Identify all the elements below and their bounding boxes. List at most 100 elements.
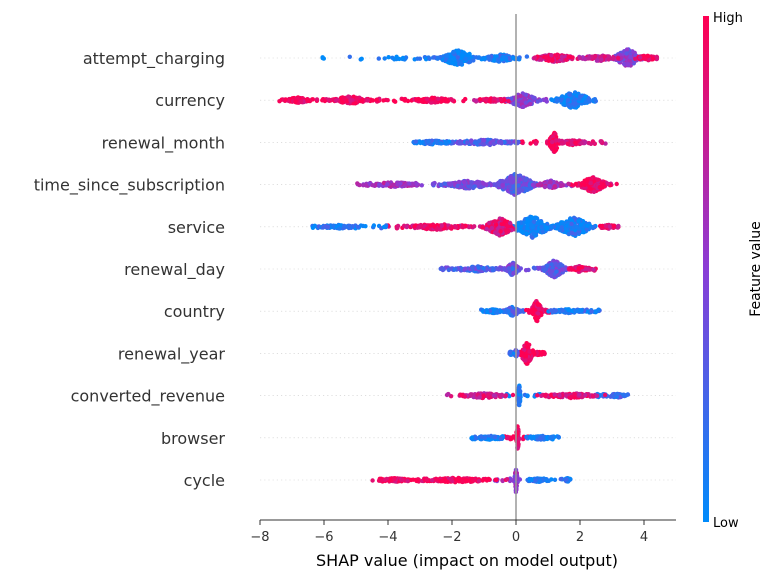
shap-point: [565, 97, 571, 103]
shap-point: [412, 224, 417, 229]
shap-point: [535, 220, 540, 226]
shap-point: [440, 98, 446, 103]
shap-point: [469, 180, 474, 185]
shap-point: [516, 402, 521, 407]
shap-point: [386, 55, 391, 60]
shap-point: [525, 344, 530, 350]
shap-point: [643, 56, 648, 62]
shap-point: [596, 307, 601, 312]
shap-point: [560, 94, 565, 99]
shap-point: [365, 98, 370, 103]
feature-label: currency: [155, 91, 225, 110]
shap-point: [460, 53, 465, 58]
shap-point: [582, 182, 587, 187]
shap-point: [381, 180, 387, 186]
shap-point: [501, 54, 506, 60]
feature-row: browser: [161, 429, 676, 448]
shap-point: [611, 394, 616, 399]
shap-point: [498, 97, 504, 102]
feature-row: cycle: [184, 471, 676, 490]
shap-point: [485, 137, 491, 142]
shap-point: [591, 225, 596, 230]
shap-point: [283, 97, 288, 102]
shap-point: [574, 224, 579, 229]
shap-point: [534, 215, 539, 221]
feature-label: attempt_charging: [83, 49, 225, 69]
feature-row: country: [164, 302, 676, 321]
shap-point: [499, 140, 504, 145]
shap-point: [545, 263, 550, 268]
feature-row: converted_revenue: [71, 387, 676, 407]
shap-point: [553, 138, 559, 143]
shap-point: [320, 55, 325, 61]
shap-point: [500, 183, 505, 188]
shap-point: [578, 222, 583, 227]
shap-point: [611, 223, 617, 228]
shap-point: [590, 393, 596, 399]
shap-point: [364, 183, 369, 188]
shap-point: [584, 178, 589, 183]
feature-points: [320, 47, 659, 68]
feature-points: [444, 383, 631, 408]
shap-point: [507, 394, 512, 399]
feature-points: [355, 172, 619, 197]
shap-point: [341, 223, 347, 229]
shap-point: [477, 395, 482, 400]
shap-point: [601, 183, 606, 188]
feature-label: country: [164, 302, 225, 321]
shap-point: [434, 140, 440, 145]
shap-point: [493, 230, 498, 235]
shap-point: [579, 308, 584, 313]
shap-point: [624, 47, 630, 52]
shap-point: [589, 309, 594, 314]
shap-point: [654, 54, 659, 60]
shap-point: [638, 55, 643, 60]
shap-point: [598, 139, 603, 144]
shap-point: [524, 187, 530, 192]
shap-point: [538, 181, 543, 186]
shap-point: [385, 98, 390, 103]
shap-point: [574, 308, 579, 314]
shap-point: [462, 394, 468, 399]
shap-point: [504, 228, 509, 233]
shap-point: [485, 392, 491, 397]
shap-point: [530, 95, 536, 100]
shap-point: [593, 310, 598, 315]
shap-point: [510, 392, 516, 398]
shap-point: [626, 62, 631, 67]
shap-point: [376, 56, 381, 61]
shap-point: [477, 138, 482, 143]
shap-point: [445, 392, 451, 397]
shap-point: [633, 56, 638, 62]
shap-point: [554, 269, 559, 274]
shap-point: [394, 54, 399, 59]
shap-point: [419, 183, 424, 188]
shap-point: [602, 54, 607, 59]
feature-points: [469, 424, 561, 451]
shap-point: [528, 357, 533, 363]
shap-point: [583, 100, 588, 105]
shap-point: [277, 99, 282, 104]
shap-point: [504, 179, 510, 184]
shap-point: [600, 223, 605, 229]
shap-point: [550, 97, 555, 103]
shap-point: [481, 393, 487, 398]
shap-point: [487, 99, 492, 104]
shap-point: [573, 140, 578, 146]
shap-point: [415, 56, 420, 61]
shap-point: [586, 140, 591, 146]
shap-point: [444, 53, 450, 59]
shap-point: [482, 56, 487, 61]
shap-point: [535, 301, 540, 306]
shap-point: [550, 139, 555, 145]
feature-points: [479, 299, 602, 324]
shap-point: [456, 179, 462, 185]
shap-point: [529, 215, 534, 220]
shap-point: [293, 99, 298, 104]
shap-point: [538, 57, 543, 62]
shap-point: [651, 56, 656, 61]
feature-row: renewal_day: [124, 260, 676, 280]
shap-point: [615, 55, 621, 61]
shap-point: [438, 141, 444, 146]
shap-point: [489, 225, 494, 231]
